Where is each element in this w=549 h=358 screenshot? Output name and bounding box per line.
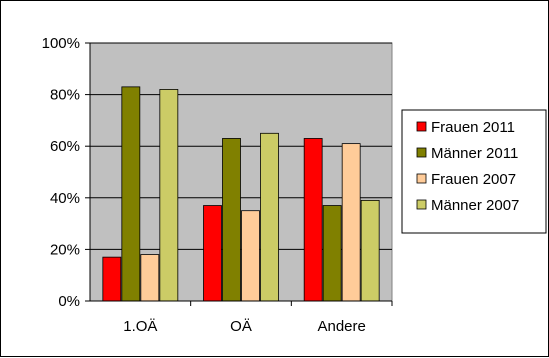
- legend-swatch: [416, 121, 427, 132]
- bar: [260, 132, 279, 302]
- plot-area: [89, 42, 393, 302]
- bar: [121, 86, 141, 302]
- tick-labels: 0% 20% 40% 60% 80% 100% 1.OÄ OÄ Andere: [42, 35, 366, 335]
- bar: [303, 138, 323, 302]
- x-tick-label: OÄ: [230, 318, 252, 335]
- axes: [85, 42, 393, 306]
- legend-swatch: [416, 147, 427, 158]
- y-tick-label: 60%: [50, 138, 80, 155]
- bar: [360, 199, 380, 302]
- bar: [241, 210, 260, 302]
- bar: [341, 143, 361, 302]
- bar: [159, 89, 179, 302]
- bar: [140, 254, 160, 302]
- y-tick-label: 40%: [50, 190, 80, 207]
- bar: [203, 205, 222, 302]
- y-tick-label: 80%: [50, 87, 80, 104]
- y-tick-label: 0%: [58, 293, 80, 310]
- x-tick-label: 1.OÄ: [123, 318, 157, 335]
- legend-swatch: [416, 173, 427, 184]
- gridlines: [90, 42, 392, 250]
- legend-swatch: [416, 199, 427, 210]
- bar: [322, 205, 342, 302]
- legend: Frauen 2011 Männer 2011 Frauen 2007 Männer …: [401, 109, 547, 234]
- y-tick-label: 20%: [50, 241, 80, 258]
- bar: [222, 138, 241, 302]
- legend-label: Männer 2011: [431, 145, 518, 162]
- bars: [102, 86, 380, 302]
- x-tick-label: Andere: [317, 318, 365, 335]
- legend-label: Männer 2007: [431, 197, 519, 214]
- legend-label: Frauen 2007: [431, 171, 516, 188]
- y-tick-label: 100%: [42, 35, 80, 52]
- legend-label: Frauen 2011: [431, 119, 515, 136]
- bar: [102, 256, 122, 302]
